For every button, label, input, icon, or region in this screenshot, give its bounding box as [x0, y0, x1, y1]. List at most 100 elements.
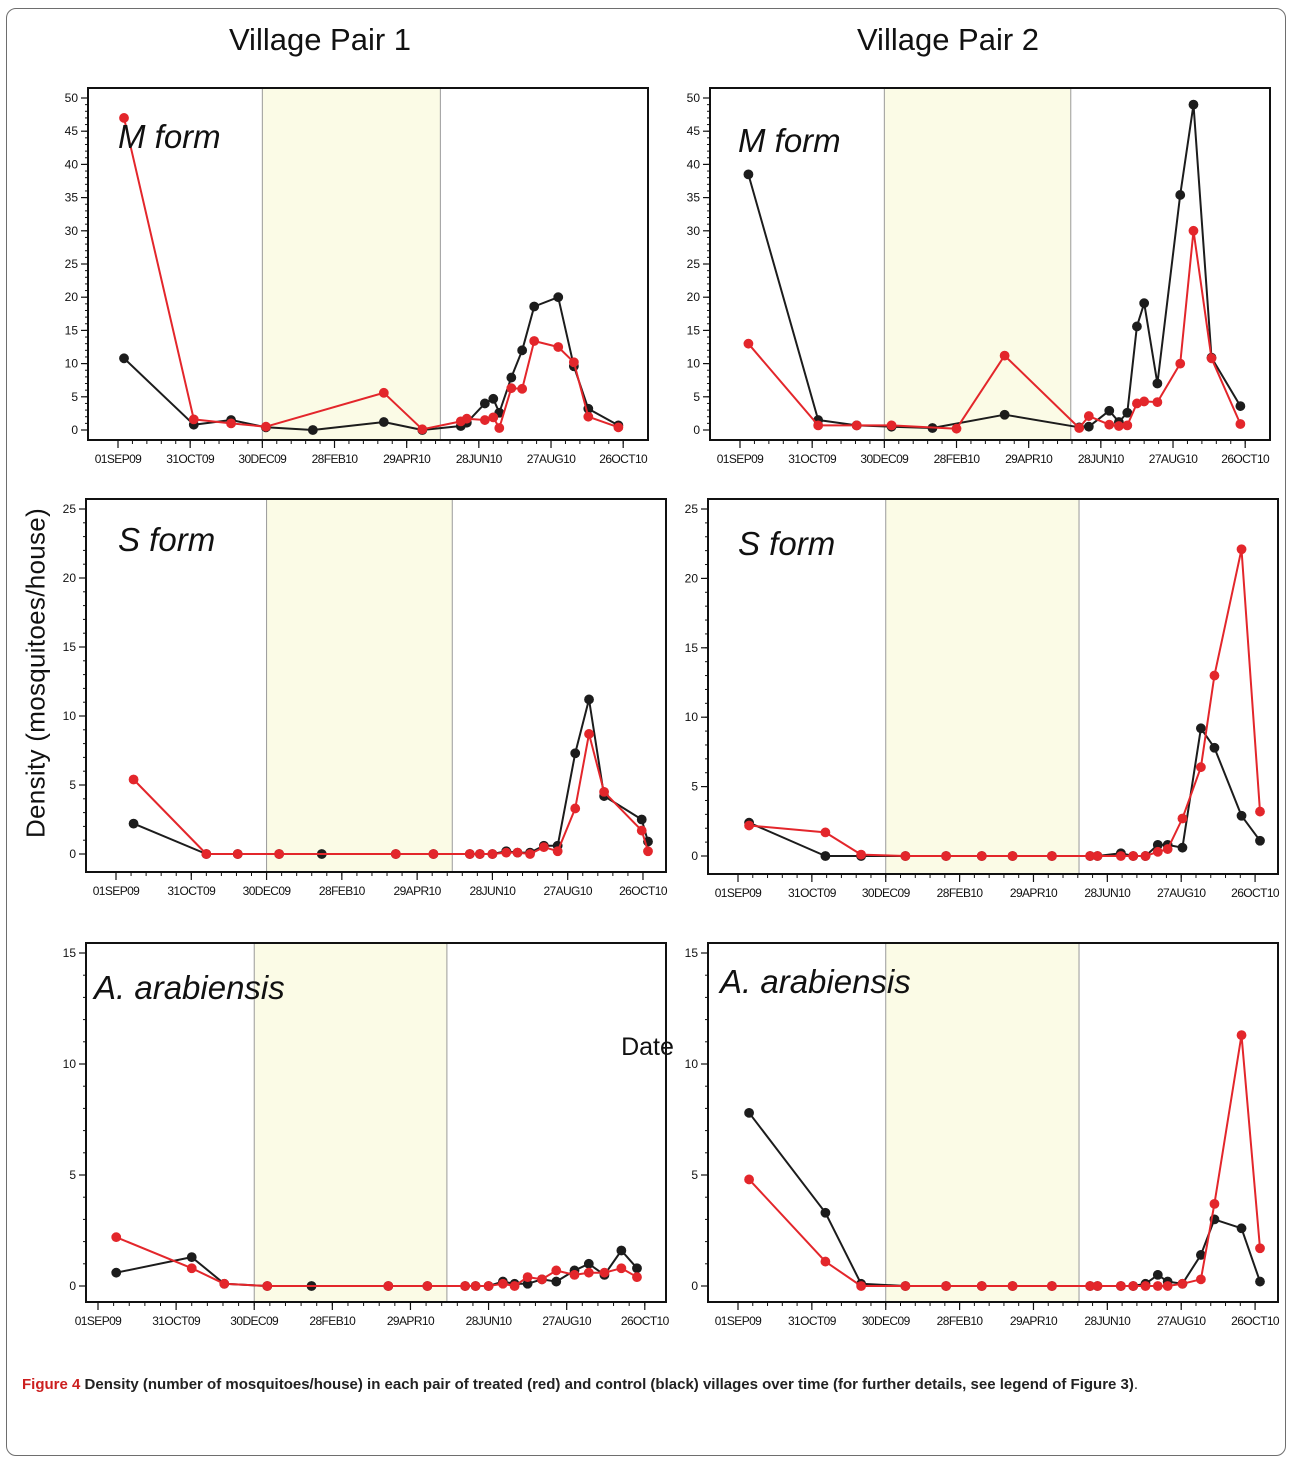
- data-point-treated: [553, 342, 564, 352]
- x-tick-label: 01SEP09: [715, 1314, 762, 1328]
- x-tick-label: 30DEC09: [862, 886, 911, 900]
- x-tick-label: 01SEP09: [717, 452, 764, 466]
- data-point-treated: [201, 849, 212, 859]
- column-title-village-pair-1: Village Pair 1: [228, 22, 412, 57]
- x-tick-label: 28JUN10: [1084, 886, 1131, 900]
- x-tick-label: 30DEC09: [238, 452, 287, 466]
- x-tick-label: 30DEC09: [862, 1314, 911, 1328]
- x-tick-label: 31OCT09: [788, 452, 837, 466]
- y-tick-label: 40: [687, 157, 701, 171]
- data-point-treated: [1175, 358, 1186, 369]
- data-point-treated: [900, 1281, 911, 1291]
- x-tick-label: 30DEC09: [243, 884, 292, 898]
- y-tick-label: 10: [687, 357, 701, 371]
- data-point-treated: [1140, 1281, 1151, 1291]
- x-tick-label: 29APR10: [1005, 452, 1053, 466]
- x-tick-label: 27AUG10: [542, 1314, 591, 1328]
- data-point-control: [636, 814, 647, 825]
- data-point-treated: [1139, 396, 1150, 407]
- y-tick-label: 20: [687, 290, 701, 304]
- data-point-treated: [820, 827, 831, 838]
- x-tick-label: 31OCT09: [167, 884, 216, 898]
- y-tick-label: 5: [69, 778, 76, 792]
- data-point-control: [128, 818, 139, 829]
- data-point-treated: [428, 849, 439, 859]
- data-point-control: [1236, 810, 1247, 821]
- data-point-treated: [1152, 846, 1163, 857]
- panel-label-s-form: S form: [118, 521, 215, 558]
- data-point-control: [1175, 190, 1186, 200]
- data-point-control: [1104, 405, 1115, 416]
- data-point-treated: [1152, 1281, 1163, 1291]
- data-point-treated: [226, 418, 236, 429]
- x-tick-label: 31OCT09: [152, 1314, 201, 1328]
- y-tick-label: 15: [63, 946, 77, 960]
- y-tick-label: 5: [691, 780, 698, 794]
- data-point-treated: [479, 415, 490, 425]
- shaded-period: [885, 943, 1080, 1302]
- data-point-treated: [744, 1174, 754, 1185]
- data-point-treated: [1074, 423, 1085, 433]
- data-point-treated: [470, 1281, 481, 1291]
- data-point-treated: [820, 1256, 831, 1267]
- data-point-treated: [613, 422, 624, 433]
- x-tick-label: 27AUG10: [1157, 886, 1206, 900]
- y-tick-label: 35: [687, 191, 701, 205]
- x-tick-label: 28FEB10: [937, 886, 984, 900]
- y-tick-label: 10: [65, 357, 79, 371]
- x-tick-label: 29APR10: [383, 452, 431, 466]
- y-tick-label: 20: [65, 290, 79, 304]
- data-point-treated: [1092, 1281, 1103, 1291]
- data-point-treated: [551, 1265, 562, 1276]
- data-point-treated: [599, 1267, 610, 1278]
- data-point-treated: [584, 729, 594, 739]
- x-tick-label: 28FEB10: [319, 884, 366, 898]
- x-tick-label: 28FEB10: [937, 1314, 984, 1328]
- data-point-treated: [111, 1232, 122, 1243]
- data-point-treated: [422, 1281, 433, 1291]
- y-tick-label: 0: [69, 847, 76, 861]
- data-point-treated: [569, 1269, 580, 1280]
- data-point-treated: [1047, 851, 1057, 861]
- x-tick-label: 01SEP09: [93, 884, 140, 898]
- data-point-treated: [636, 825, 647, 836]
- data-point-treated: [474, 849, 485, 859]
- data-point-control: [1255, 835, 1265, 846]
- data-point-treated: [512, 847, 523, 858]
- data-point-control: [307, 425, 318, 435]
- data-point-control: [378, 417, 389, 427]
- x-tick-label: 31OCT09: [788, 1314, 837, 1328]
- x-tick-label: 31OCT09: [166, 452, 215, 466]
- y-tick-label: 5: [693, 390, 700, 404]
- data-point-treated: [119, 113, 129, 123]
- data-point-control: [111, 1267, 122, 1278]
- y-tick-label: 35: [65, 191, 79, 205]
- data-point-control: [1196, 723, 1206, 734]
- y-tick-label: 45: [687, 124, 701, 138]
- y-tick-label: 50: [65, 91, 79, 105]
- y-tick-label: 30: [65, 224, 79, 238]
- data-point-treated: [570, 803, 581, 814]
- data-point-treated: [743, 338, 754, 349]
- chart-village-pair-1-m-form: 0 5 10 15 20 25 30 35 40 45 50 01SEP09 31OCT09 30DEC0…: [65, 87, 649, 466]
- y-tick-label: 30: [687, 224, 701, 238]
- x-tick-label: 29APR10: [1010, 1314, 1058, 1328]
- data-point-treated: [583, 1267, 594, 1278]
- data-point-treated: [506, 383, 517, 394]
- data-point-treated: [1113, 421, 1124, 431]
- data-point-control: [1083, 421, 1094, 432]
- x-tick-label: 28JUN10: [466, 1314, 513, 1328]
- panel-label-a-arabiensis: A. arabiensis: [718, 963, 911, 1000]
- x-tick-label: 29APR10: [1010, 886, 1058, 900]
- y-tick-label: 15: [685, 946, 699, 960]
- data-point-treated: [1177, 1278, 1188, 1289]
- y-tick-label: 15: [685, 641, 699, 655]
- data-point-treated: [599, 786, 609, 797]
- y-tick-label: 0: [693, 423, 700, 437]
- chart-village-pair-1-a-arabiensis: 0 5 10 15 01SEP09 31OCT09 30DEC09 28FEB10 29APR1…: [63, 942, 670, 1328]
- y-tick-label: 5: [71, 390, 78, 404]
- x-tick-label: 28JUN10: [470, 884, 517, 898]
- data-point-control: [1255, 1276, 1265, 1287]
- shaded-period: [254, 943, 447, 1302]
- y-tick-label: 10: [63, 709, 77, 723]
